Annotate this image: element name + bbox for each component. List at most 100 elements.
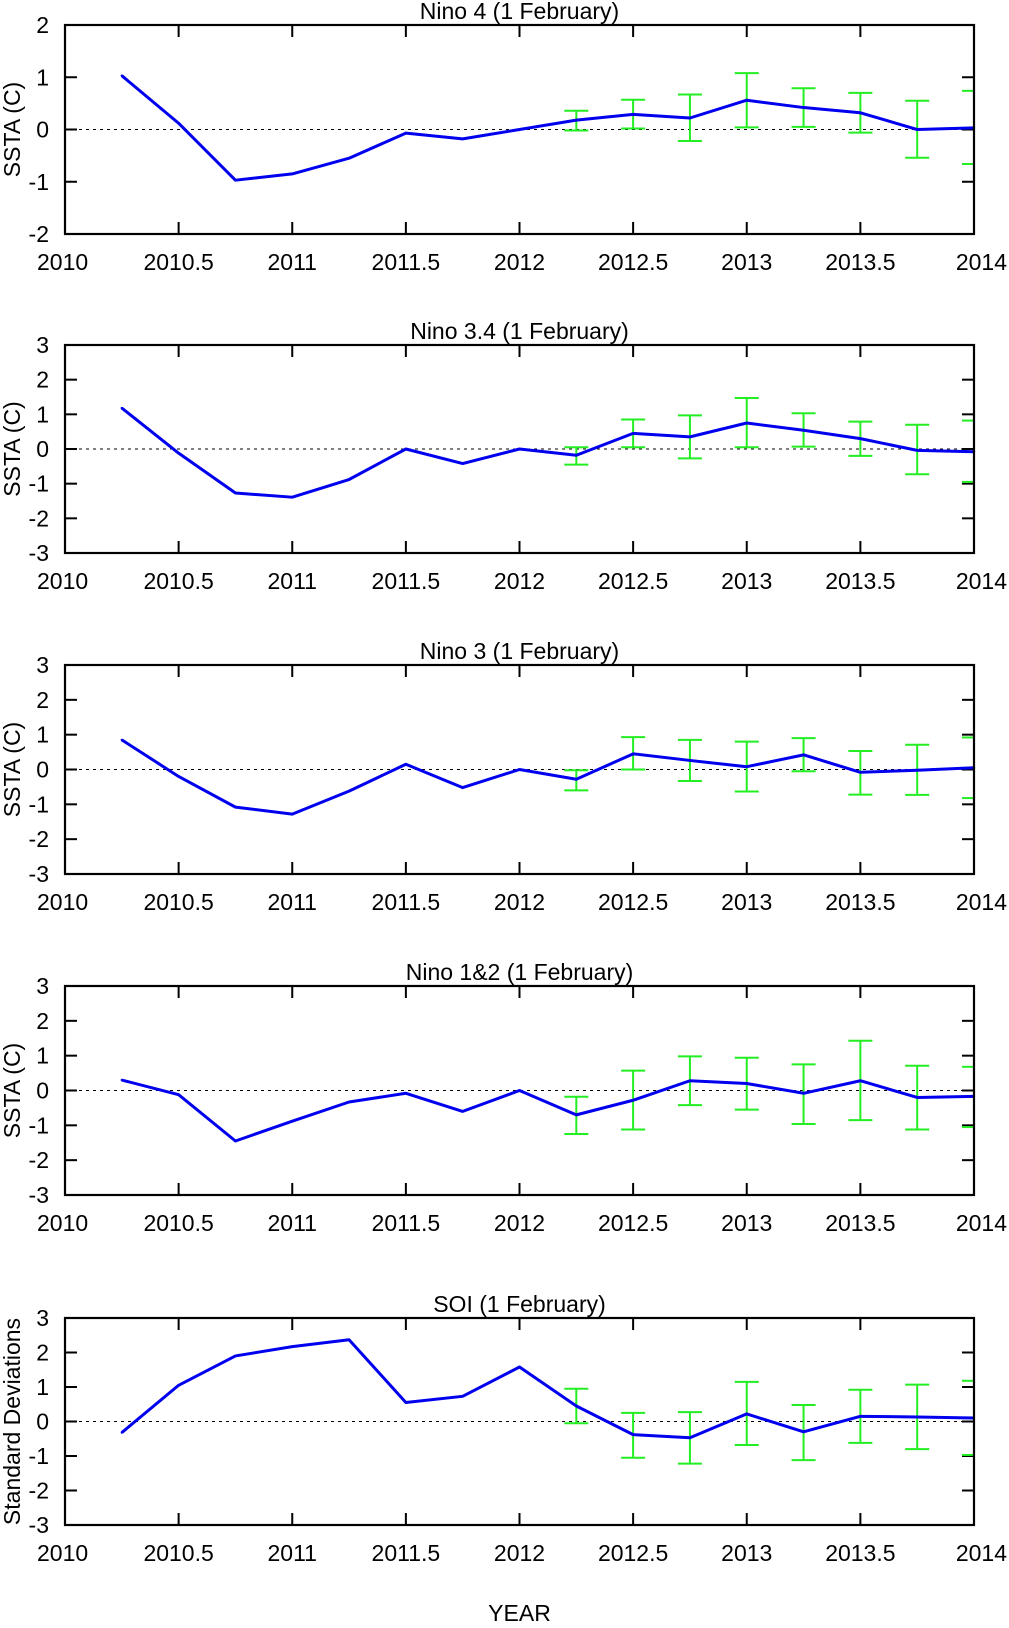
y-tick-label: 0 [36,757,49,783]
data-point [177,1093,180,1096]
x-tick-label: 2013 [721,1540,772,1566]
y-tick-label: -2 [29,221,49,247]
x-tick-label: 2010.5 [143,1540,213,1566]
data-point [347,157,351,160]
plot-frame [63,663,976,876]
y-tick-label: -1 [29,471,49,497]
x-tick-label: 2014 [956,249,1007,275]
data-point [347,1100,351,1104]
plot-frame [63,1316,976,1527]
data-point [859,771,862,774]
y-tick-label: 0 [36,1409,49,1435]
y-tick-label: -3 [29,861,49,887]
x-tick-label: 2011 [268,889,317,915]
y-tick-label: 3 [36,973,49,999]
y-tick-label: 3 [36,652,49,678]
data-point [575,1113,578,1117]
x-tick-label: 2011.5 [372,249,441,275]
data-point [518,768,521,771]
y-tick-label: -3 [29,540,49,566]
x-tick-label: 2011.5 [372,889,441,915]
data-point [518,128,521,131]
data-point [461,1395,464,1398]
x-tick-label: 2012.5 [598,889,668,915]
data-point [291,172,294,176]
data-point [802,1430,805,1434]
series-line [121,738,975,816]
data-point [802,1092,805,1095]
data-point [631,432,635,435]
data-point [404,1092,408,1095]
series-line [120,74,975,182]
series-line [121,1078,975,1143]
data-point [915,128,919,131]
x-tick-label: 2014 [956,568,1007,594]
data-point [745,765,748,768]
x-tick-label: 2013 [721,249,772,275]
y-tick-label: 3 [36,332,49,358]
y-tick-label: -3 [29,1512,49,1538]
x-tick-label: 2014 [956,889,1007,915]
x-tick-label: 2010 [37,1540,88,1566]
data-point [631,1433,635,1436]
chart-panel-2: Nino 3.4 (1 February) -3 -2 -1 0 1 2 3 2010 2010.… [0,318,1007,594]
y-tick-label: -1 [29,791,49,817]
y-tick-label: -3 [29,1182,49,1208]
y-axis-label: SSTA (C) [0,1043,25,1138]
data-point [120,1078,124,1082]
x-tick-label: 2010.5 [143,568,213,594]
x-tick-label: 2013.5 [825,1540,895,1566]
x-tick-label: 2011 [268,1540,317,1566]
data-point [859,1415,862,1418]
chart-title: Nino 4 (1 February) [420,0,619,24]
chart-panel-1: Nino 4 (1 February) -2 -1 0 1 2 2010 2010.5 2011… [0,0,1007,275]
y-tick-label: 2 [36,12,49,38]
y-tick-label: 0 [36,1078,49,1104]
plot-frame [63,23,976,236]
x-tick-label: 2013 [721,889,772,915]
x-tick-label: 2011.5 [372,1540,441,1566]
x-tick-label: 2010.5 [143,1210,213,1236]
x-tick-label: 2011.5 [372,568,441,594]
y-tick-label: -2 [29,1478,49,1504]
x-tick-label: 2012 [494,889,545,915]
y-tick-label: 1 [36,1374,49,1400]
data-point [177,122,180,125]
y-axis-label: SSTA (C) [0,401,25,496]
x-axis-label: YEAR [488,1600,551,1626]
x-tick-label: 2011 [268,568,317,594]
data-point [745,99,748,102]
y-tick-label: -1 [29,1112,49,1138]
y-axis-label: Standard Deviations [0,1318,25,1525]
chart-panel-5: SOI (1 February) -3 -2 -1 0 1 2 3 2010 2010.5 2011… [0,1291,1007,1626]
data-point [404,131,408,135]
data-point [859,437,862,440]
data-point [234,1354,237,1358]
data-point [915,1096,919,1099]
y-tick-label: 0 [36,436,49,462]
data-point [575,454,578,457]
y-axis-label: SSTA (C) [0,82,25,177]
data-point [745,421,748,425]
series-line [120,406,975,499]
x-tick-label: 2011 [268,249,317,275]
y-tick-label: 2 [36,1340,49,1366]
chart-title: Nino 3.4 (1 February) [410,318,629,344]
x-tick-label: 2013.5 [825,1210,895,1236]
y-tick-label: 1 [36,1043,49,1069]
x-tick-label: 2013.5 [825,249,895,275]
data-point [688,759,692,762]
x-tick-label: 2010 [37,568,88,594]
x-tick-label: 2013 [721,1210,772,1236]
data-point [745,1082,748,1085]
data-point [518,1089,521,1092]
data-point [859,1079,862,1082]
data-point [915,768,919,772]
data-point [461,137,464,141]
x-tick-label: 2010 [37,1210,88,1236]
data-point [802,106,805,109]
data-point [291,495,294,499]
data-point [177,1384,180,1387]
data-point [518,1365,521,1369]
data-point [518,447,521,451]
